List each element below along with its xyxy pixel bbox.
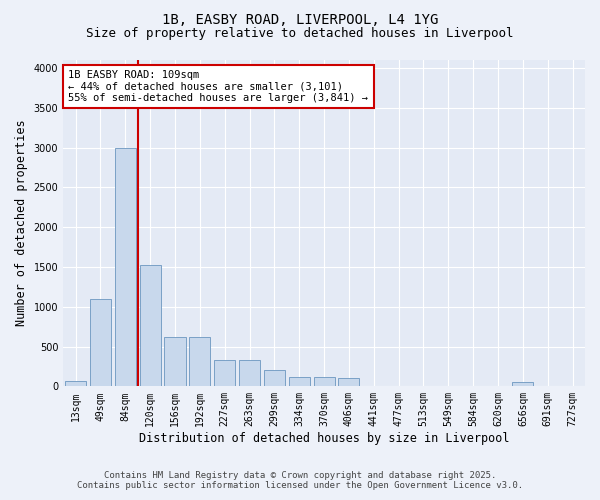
- Bar: [90, 299, 111, 386]
- Bar: [264, 370, 285, 386]
- Bar: [65, 381, 86, 386]
- Bar: [512, 382, 533, 386]
- X-axis label: Distribution of detached houses by size in Liverpool: Distribution of detached houses by size …: [139, 432, 509, 445]
- Text: 1B, EASBY ROAD, LIVERPOOL, L4 1YG: 1B, EASBY ROAD, LIVERPOOL, L4 1YG: [162, 12, 438, 26]
- Bar: [289, 377, 310, 386]
- Bar: [239, 360, 260, 386]
- Text: Size of property relative to detached houses in Liverpool: Size of property relative to detached ho…: [86, 28, 514, 40]
- Bar: [115, 148, 136, 386]
- Bar: [314, 377, 335, 386]
- Bar: [214, 360, 235, 386]
- Y-axis label: Number of detached properties: Number of detached properties: [15, 120, 28, 326]
- Bar: [164, 337, 185, 386]
- Bar: [189, 337, 211, 386]
- Text: Contains HM Land Registry data © Crown copyright and database right 2025.
Contai: Contains HM Land Registry data © Crown c…: [77, 470, 523, 490]
- Bar: [338, 378, 359, 386]
- Bar: [140, 266, 161, 386]
- Text: 1B EASBY ROAD: 109sqm
← 44% of detached houses are smaller (3,101)
55% of semi-d: 1B EASBY ROAD: 109sqm ← 44% of detached …: [68, 70, 368, 103]
